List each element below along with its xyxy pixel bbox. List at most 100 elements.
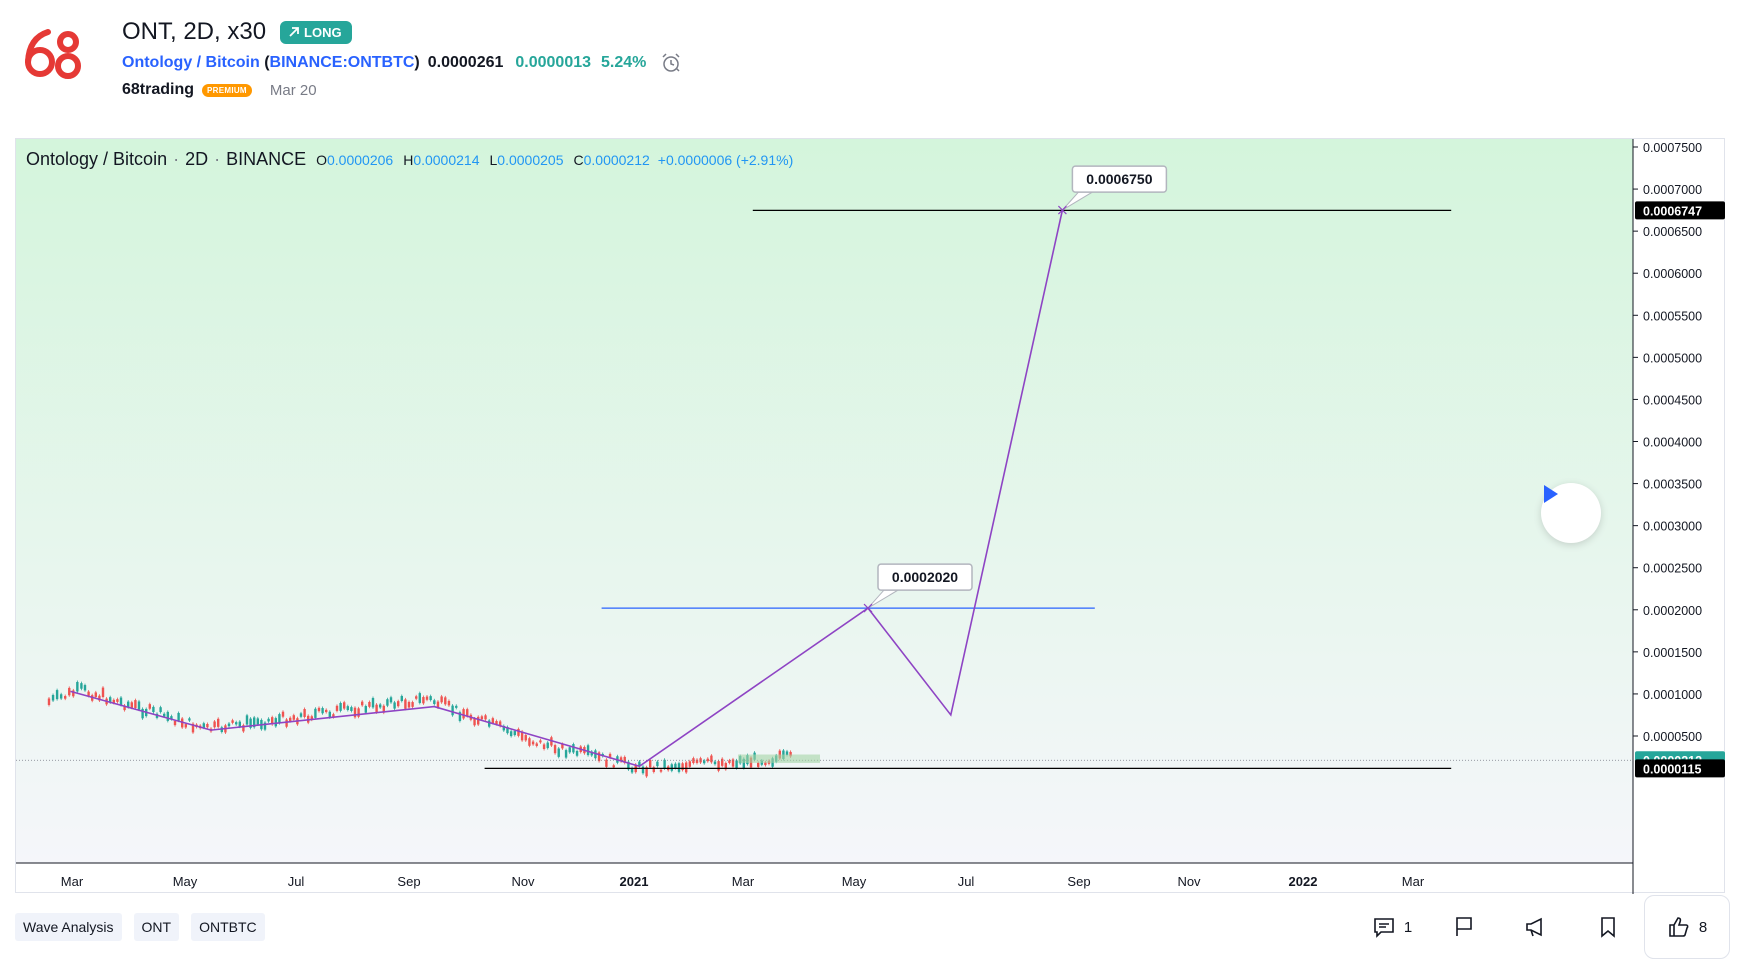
premium-badge: PREMIUM: [202, 83, 252, 97]
idea-title: ONT, 2D, x30: [122, 18, 267, 45]
candle: [564, 750, 568, 758]
comments-count: 1: [1403, 918, 1413, 936]
candle: [130, 702, 133, 708]
candle: [292, 715, 295, 720]
candle: [404, 699, 407, 709]
candle: [397, 701, 400, 707]
candle: [72, 690, 75, 697]
tag-list: Wave Analysis ONT ONTBTC: [15, 913, 265, 941]
candle: [513, 731, 516, 736]
candle: [375, 704, 378, 713]
candle: [731, 759, 735, 767]
candle: [271, 717, 274, 725]
y-tick-label: 0.0002500: [1643, 562, 1702, 576]
candle: [235, 722, 238, 725]
candle: [177, 712, 180, 721]
candle: [263, 722, 267, 730]
price-axis[interactable]: 0.0007500 0.0007000 0.0006500 0.0006000 0.00…: [1633, 141, 1702, 744]
comment-icon: [1374, 918, 1394, 938]
current-price: 0.0000261: [427, 54, 504, 71]
candle: [422, 697, 425, 704]
callout-box[interactable]: [1071, 165, 1168, 193]
y-tick-label: 0.0005500: [1643, 309, 1702, 323]
candle: [597, 752, 601, 762]
legend-change: +0.0000006 (+2.91%): [657, 152, 794, 168]
candle: [83, 685, 87, 691]
candle: [238, 721, 241, 727]
x-tick-label: Nov: [1177, 874, 1201, 889]
candle: [645, 767, 648, 777]
candle: [325, 709, 328, 713]
boost-button[interactable]: [1500, 895, 1572, 959]
candle: [509, 731, 513, 737]
tag-item[interactable]: Wave Analysis: [15, 913, 122, 941]
legend-exchange: BINANCE: [226, 149, 307, 169]
tag-item[interactable]: ONTBTC: [191, 913, 265, 941]
candle: [605, 759, 608, 767]
symbol-link[interactable]: Ontology / Bitcoin: [122, 54, 260, 71]
candle: [663, 759, 666, 769]
comments-button[interactable]: 1: [1356, 895, 1428, 959]
candle: [87, 691, 90, 696]
like-button[interactable]: 8: [1644, 895, 1730, 959]
candle: [134, 700, 137, 709]
target-price-label: 0.0006750: [1086, 171, 1152, 187]
candle: [159, 707, 162, 713]
x-tick-label: 2022: [1289, 874, 1318, 889]
candle: [710, 755, 713, 763]
legend-separator: ·: [214, 149, 221, 169]
chart-panel[interactable]: 0.0006750 0.0002020 0.0007500 0.0007000 0.0…: [15, 138, 1726, 894]
candle: [389, 697, 393, 703]
candle: [299, 713, 303, 717]
candle: [321, 708, 324, 714]
target-point-marker: [863, 603, 873, 613]
candle: [553, 745, 557, 754]
alarm-clock-icon[interactable]: [660, 52, 682, 74]
candle: [681, 763, 684, 771]
y-tick-label: 0.0001500: [1643, 646, 1702, 660]
candle: [535, 743, 538, 746]
candle: [717, 761, 720, 771]
candle: [561, 743, 564, 749]
y-tick-label: 0.0003000: [1643, 520, 1702, 534]
candle: [379, 704, 382, 708]
candle: [227, 723, 231, 727]
candle: [735, 760, 738, 769]
candle: [462, 709, 465, 719]
candle: [256, 718, 259, 725]
x-tick-label: Sep: [397, 874, 420, 889]
time-axis[interactable]: Mar May Jul Sep Nov 2021 Mar May Jul Sep Nov 2022 Ma…: [61, 874, 1425, 889]
author-logo[interactable]: [20, 24, 86, 86]
candle: [335, 705, 339, 711]
callout-box[interactable]: [877, 563, 973, 591]
author-name[interactable]: 68trading: [122, 81, 195, 98]
candle: [703, 760, 706, 764]
publish-date: Mar 20: [269, 81, 317, 99]
candle: [480, 716, 484, 720]
candle: [440, 696, 443, 703]
candle: [542, 744, 546, 749]
price-change: 0.0000013: [515, 54, 592, 71]
y-tick-label: 0.0007000: [1643, 183, 1702, 197]
candle: [141, 708, 144, 719]
price-tag-box: [1635, 759, 1725, 778]
wave-path-line[interactable]: [70, 209, 1064, 768]
candle: [724, 763, 727, 770]
candle: [713, 761, 717, 765]
tag-item[interactable]: ONT: [133, 913, 180, 941]
bookmark-button[interactable]: [1572, 895, 1644, 959]
play-button[interactable]: [1541, 483, 1601, 543]
candle: [659, 769, 663, 772]
candle: [764, 762, 767, 766]
candle: [641, 766, 645, 774]
report-button[interactable]: [1428, 895, 1500, 959]
candle: [206, 723, 209, 728]
candle: [638, 761, 641, 767]
candle: [213, 721, 216, 728]
candle: [546, 742, 549, 749]
candle: [173, 721, 177, 726]
candle: [137, 701, 141, 710]
badge-label: LONG: [304, 24, 342, 40]
exchange-symbol-link[interactable]: BINANCE:ONTBTC: [269, 54, 415, 71]
